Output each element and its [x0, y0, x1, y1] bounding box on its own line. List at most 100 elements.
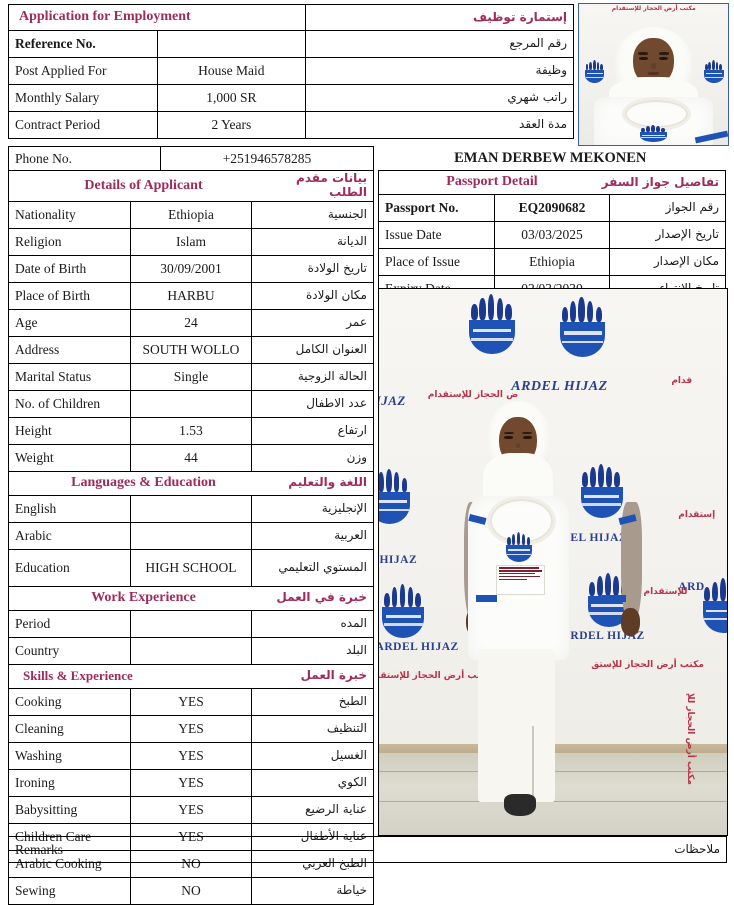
field-label-babysitting: Babysitting	[8, 795, 131, 824]
field-value-arabic-language[interactable]	[129, 521, 253, 550]
field-label-arabic-contract-period: مدة العقد	[305, 111, 574, 139]
table-row: Height 1.53 ارتفاع	[8, 416, 374, 445]
field-value-ironing[interactable]: YES	[129, 768, 253, 797]
field-label-arabic-post-applied-for: وظيفة	[305, 57, 574, 85]
top-details-table: Application for Employment إستمارة توظيف…	[7, 4, 574, 139]
field-value-passport-no[interactable]: EQ2090682	[493, 194, 611, 222]
field-value-marital-status[interactable]: Single	[129, 362, 253, 391]
field-value-babysitting[interactable]: YES	[129, 795, 253, 824]
field-value-sewing[interactable]: NO	[129, 876, 253, 905]
field-value-phone-no[interactable]: +251946578285	[160, 146, 374, 171]
table-row: Age 24 عمر	[8, 308, 374, 337]
field-label-place-of-birth: Place of Birth	[8, 281, 131, 310]
backdrop-brand-text-arabic: مكتب أرض الحجاز للإستق	[591, 660, 704, 671]
field-value-education[interactable]: HIGH SCHOOL	[129, 548, 253, 587]
field-label-arabic-issue-date: تاريخ الإصدار	[609, 221, 726, 249]
field-label-age: Age	[8, 308, 131, 337]
field-label-arabic-babysitting: عناية الرضيع	[251, 795, 374, 824]
field-label-arabic-height: ارتفاع	[251, 416, 374, 445]
field-label-arabic-country: البلد	[251, 636, 374, 665]
phone-and-name-row: Phone No. +251946578285 EMAN DERBEW MEKO…	[8, 146, 727, 171]
table-row: Issue Date 03/03/2025 تاريخ الإصدار	[378, 221, 726, 249]
table-row: Period المده	[8, 609, 374, 638]
field-value-monthly-salary[interactable]: 1,000 SR	[156, 84, 307, 112]
field-label-passport-no: Passport No.	[378, 194, 495, 222]
portrait-scene: مكتب أرض الحجاز للإستقدام	[579, 4, 728, 145]
field-label-weight: Weight	[8, 443, 131, 472]
field-value-reference-no[interactable]	[156, 30, 307, 58]
table-row: Washing YES الغسيل	[8, 741, 374, 770]
globe-people-icon	[379, 469, 411, 524]
field-value-place-of-birth[interactable]: HARBU	[129, 281, 253, 310]
field-value-contract-period[interactable]: 2 Years	[156, 111, 307, 139]
skirt-split	[532, 725, 535, 803]
field-value-place-of-issue[interactable]: Ethiopia	[493, 248, 611, 276]
details-section-title-arabic: بيانات مقدم الطلب	[296, 171, 367, 199]
field-label-arabic-period: المده	[251, 609, 374, 638]
field-label-arabic-arabic-language: العربية	[251, 521, 374, 550]
table-row: Cleaning YES التنظيف	[8, 714, 374, 743]
backdrop-brand-text: EL HIJAZ	[570, 531, 628, 544]
backdrop-text-arabic: مكتب أرض الحجاز للإستقدام	[611, 5, 696, 13]
field-label-arabic-place-of-birth: مكان الولادة	[251, 281, 374, 310]
languages-section-header: Languages & Education اللغة والتعليم	[8, 470, 374, 496]
backdrop-brand-text-arabic: مكتب أرض الحجاز للإستقدا	[378, 671, 492, 682]
section-header-work: Work Experience خبرة في العمل	[8, 585, 374, 611]
chest-logo-icon	[506, 531, 533, 562]
table-row: Arabic العربية	[8, 521, 374, 550]
applicant-portrait-photo: مكتب أرض الحجاز للإستقدام	[578, 3, 729, 146]
fullbody-person	[379, 289, 727, 835]
portrait-person	[579, 4, 728, 145]
field-label-monthly-salary: Monthly Salary	[8, 84, 158, 112]
field-label-education: Education	[8, 548, 131, 587]
field-label-arabic-no-of-children: عدد الاطفال	[251, 389, 374, 418]
field-value-age[interactable]: 24	[129, 308, 253, 337]
field-label-arabic-address: العنوان الكامل	[251, 335, 374, 364]
field-label-arabic-marital-status: الحالة الزوجية	[251, 362, 374, 391]
field-value-religion[interactable]: Islam	[129, 227, 253, 256]
details-section-title: Details of Applicant	[84, 177, 203, 193]
field-value-issue-date[interactable]: 03/03/2025	[493, 221, 611, 249]
field-label-place-of-issue: Place of Issue	[378, 248, 495, 276]
field-label-arabic-ironing: الكوي	[251, 768, 374, 797]
field-value-country[interactable]	[129, 636, 253, 665]
field-value-cooking[interactable]: YES	[129, 687, 253, 716]
globe-people-icon	[559, 297, 606, 358]
table-row: Cooking YES الطبخ	[8, 687, 374, 716]
field-label-no-of-children: No. of Children	[8, 389, 131, 418]
field-value-period[interactable]	[129, 609, 253, 638]
details-section-header: Details of Applicant بيانات مقدم الطلب	[8, 170, 374, 202]
table-row: Monthly Salary 1,000 SR راتب شهري	[8, 84, 574, 112]
backdrop-brand-text-arabic: قدام	[671, 376, 693, 387]
table-row: Phone No. +251946578285 EMAN DERBEW MEKO…	[8, 146, 727, 171]
left-column-tables: Details of Applicant بيانات مقدم الطلب N…	[8, 170, 374, 905]
field-label-arabic-english: الإنجليزية	[251, 494, 374, 523]
field-label-marital-status: Marital Status	[8, 362, 131, 391]
table-row: No. of Children عدد الاطفال	[8, 389, 374, 418]
field-label-arabic-washing: الغسيل	[251, 741, 374, 770]
field-value-date-of-birth[interactable]: 30/09/2001	[129, 254, 253, 283]
field-label-arabic-age: عمر	[251, 308, 374, 337]
field-value-address[interactable]: SOUTH WOLLO	[129, 335, 253, 364]
sandal	[504, 794, 536, 816]
field-value-no-of-children[interactable]	[129, 389, 253, 418]
field-label-arabic-place-of-issue: مكان الإصدار	[609, 248, 726, 276]
section-header-languages: Languages & Education اللغة والتعليم	[8, 470, 374, 496]
field-value-weight[interactable]: 44	[129, 443, 253, 472]
form-title-arabic-cell: إستمارة توظيف	[305, 4, 574, 31]
field-label-washing: Washing	[8, 741, 131, 770]
field-value-nationality[interactable]: Ethiopia	[129, 200, 253, 229]
backdrop-brand-text-arabic: مكتب أرض الحجاز للإ	[685, 693, 696, 786]
field-label-cleaning: Cleaning	[8, 714, 131, 743]
right-hand	[620, 608, 640, 636]
table-row: Sewing NO خياطة	[8, 876, 374, 905]
field-label-arabic-education: المستوي التعليمي	[251, 548, 374, 587]
globe-people-icon	[702, 578, 727, 633]
field-label-sewing: Sewing	[8, 876, 131, 905]
field-value-height[interactable]: 1.53	[129, 416, 253, 445]
field-value-washing[interactable]: YES	[129, 741, 253, 770]
field-value-english[interactable]	[129, 494, 253, 523]
field-value-post-applied-for[interactable]: House Maid	[156, 57, 307, 85]
field-value-cleaning[interactable]: YES	[129, 714, 253, 743]
field-label-arabic-passport-no: رقم الجواز	[609, 194, 726, 222]
